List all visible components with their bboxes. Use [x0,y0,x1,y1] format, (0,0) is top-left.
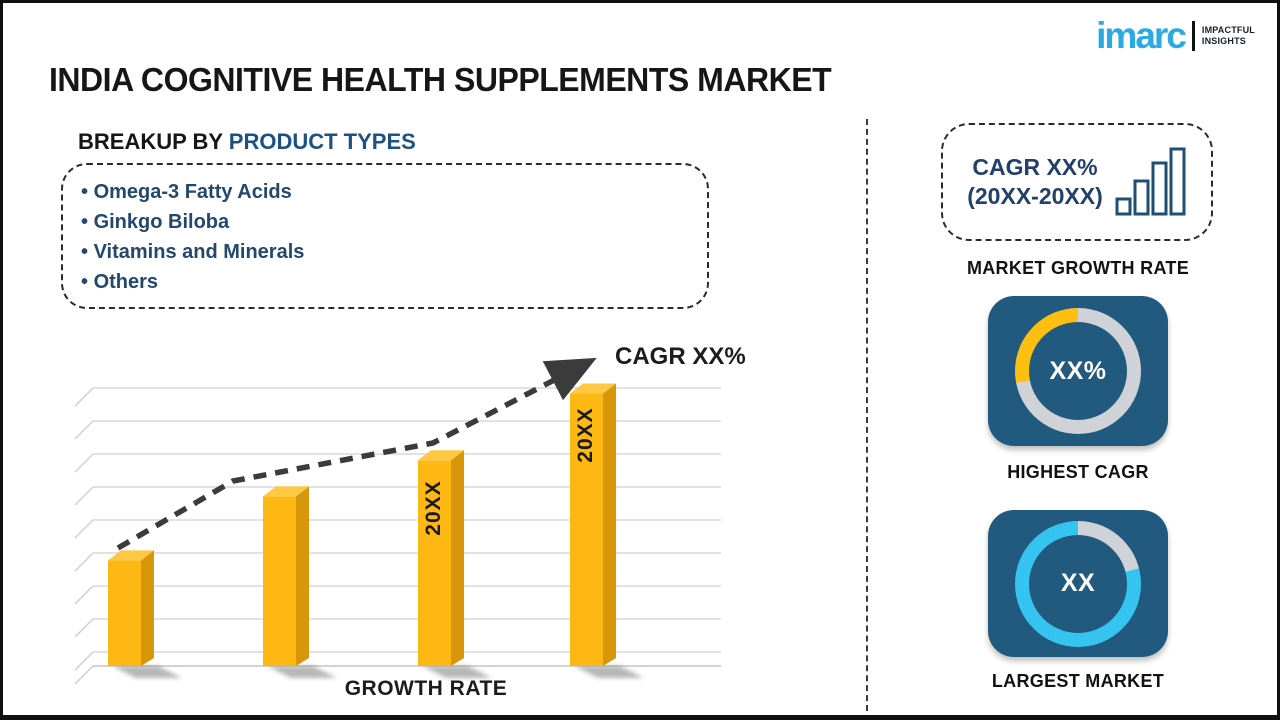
largest-market-donut: XX [1015,520,1141,647]
highest-cagr-donut: XX% [1015,308,1141,434]
page-title: INDIA COGNITIVE HEALTH SUPPLEMENTS MARKE… [49,61,832,98]
market-growth-rate-label: MARKET GROWTH RATE [966,258,1190,278]
growth-rate-bar-chart: CAGR XX% 20XX 20XX GROWTH RATE [63,343,746,715]
breakup-heading: BREAKUP BY PRODUCT TYPES [78,129,416,155]
largest-market-value: XX [1060,569,1096,597]
imarc-logo: imarc IMPACTFUL INSIGHTS [1096,15,1255,56]
list-item: Omega-3 Fatty Acids [81,177,689,207]
bar-label-20xx: 20XX [422,480,445,536]
section-divider [866,119,868,711]
highest-cagr-card: XX% [988,296,1168,446]
logo-divider [1191,20,1195,51]
list-item: Ginkgo Biloba [81,207,689,237]
cagr-summary-text: CAGR XX% (20XX-20XX) [967,153,1103,211]
product-types-box: Omega-3 Fatty Acids Ginkgo Biloba Vitami… [61,163,709,309]
x-axis-label: GROWTH RATE [344,677,508,700]
logo-tagline: IMPACTFUL INSIGHTS [1202,25,1255,46]
largest-market-card: XX [988,510,1168,657]
cagr-value-line: CAGR XX% [972,154,1098,181]
breakup-heading-prefix: BREAKUP BY [78,129,229,154]
bar-label-20xx: 20XX [574,407,597,463]
list-item: Others [81,267,689,297]
bar-chart-canvas [74,357,721,685]
cagr-summary-box: CAGR XX% (20XX-20XX) [941,123,1213,241]
cagr-period-line: (20XX-20XX) [967,183,1103,209]
highest-cagr-label: HIGHEST CAGR [1007,462,1149,482]
chart-bars [108,383,616,666]
imarc-brand-text: imarc [1096,15,1187,56]
cagr-trend-arrow [116,357,597,551]
logo-tagline-line2: INSIGHTS [1201,35,1246,46]
chart-gridlines [74,387,721,685]
largest-market-label: LARGEST MARKET [991,671,1165,691]
breakup-heading-accent: PRODUCT TYPES [228,129,416,154]
product-types-list: Omega-3 Fatty Acids Ginkgo Biloba Vitami… [81,177,689,297]
donut-hole [1029,534,1127,633]
donut-hole [1029,322,1127,420]
logo-tagline-line1: IMPACTFUL [1201,25,1255,36]
highest-cagr-value: XX% [1049,356,1107,385]
growth-bars-icon [1115,147,1186,216]
list-item: Vitamins and Minerals [81,237,689,267]
bar-shadows [112,666,644,678]
cagr-trend-label: CAGR XX% [615,343,746,370]
